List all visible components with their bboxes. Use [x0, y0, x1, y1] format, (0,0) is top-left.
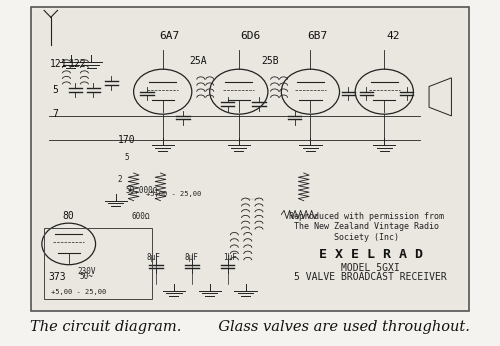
Text: 170: 170 [118, 135, 136, 145]
Text: 5 VALVE BROADCAST RECEIVER: 5 VALVE BROADCAST RECEIVER [294, 272, 447, 282]
Text: 5: 5 [124, 153, 129, 162]
Text: 600Ω: 600Ω [131, 212, 150, 221]
Text: 6A7: 6A7 [160, 31, 180, 41]
Text: 8μF: 8μF [147, 253, 160, 262]
Text: 2: 2 [117, 175, 121, 184]
Text: The circuit diagram.        Glass valves are used throughout.: The circuit diagram. Glass valves are us… [30, 320, 470, 334]
Text: +5,00 - 25,00: +5,00 - 25,00 [146, 191, 202, 197]
Text: 50,000Ω: 50,000Ω [126, 186, 158, 195]
Text: 42: 42 [386, 31, 400, 41]
Text: Reproduced with permission from
The New Zealand Vintage Radio
Society (Inc): Reproduced with permission from The New … [289, 212, 444, 242]
Text: 1μF: 1μF [223, 253, 237, 262]
Text: 7: 7 [52, 109, 58, 119]
FancyBboxPatch shape [35, 10, 465, 306]
Text: 25B: 25B [262, 56, 279, 65]
Text: E X E L R A D: E X E L R A D [319, 248, 423, 261]
FancyBboxPatch shape [30, 7, 469, 311]
Text: 373: 373 [48, 272, 66, 282]
Text: 5: 5 [52, 85, 58, 95]
Text: 6D6: 6D6 [240, 31, 260, 41]
Text: 80: 80 [62, 211, 74, 221]
Text: 25A: 25A [190, 56, 208, 65]
Text: 50~: 50~ [80, 272, 94, 281]
Text: 230V: 230V [78, 267, 96, 276]
Text: 6B7: 6B7 [307, 31, 328, 41]
Text: 8μF: 8μF [185, 253, 198, 262]
Text: MODEL 5GXI: MODEL 5GXI [342, 263, 400, 273]
Text: +5,00 - 25,00: +5,00 - 25,00 [52, 289, 106, 295]
Text: 121: 121 [50, 59, 68, 69]
Text: 122: 122 [69, 59, 86, 69]
